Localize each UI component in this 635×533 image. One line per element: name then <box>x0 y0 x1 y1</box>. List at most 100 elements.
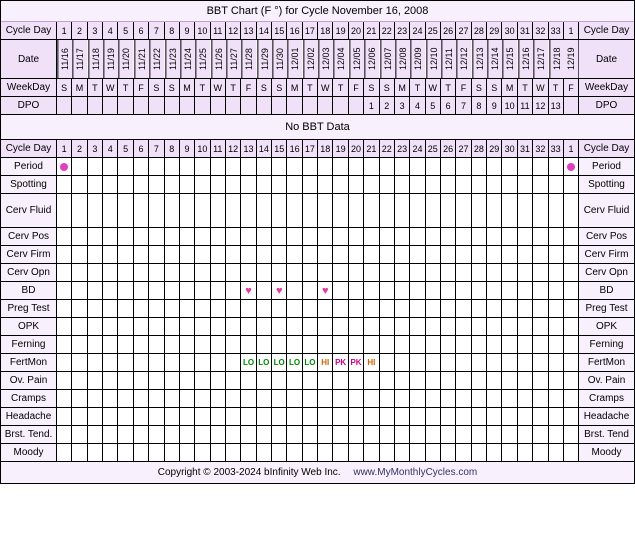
cell <box>487 158 502 175</box>
cell <box>241 336 256 353</box>
cell <box>88 282 103 299</box>
cell <box>226 264 241 281</box>
cell <box>118 318 133 335</box>
cell: S <box>165 79 180 96</box>
cell <box>57 318 72 335</box>
cell: 32 <box>533 22 548 39</box>
cell <box>564 246 578 263</box>
cell: 12/15 <box>502 40 517 78</box>
cell <box>410 300 425 317</box>
cell <box>564 300 578 317</box>
cell <box>333 318 348 335</box>
cell <box>211 318 226 335</box>
cell <box>88 426 103 443</box>
cell <box>226 318 241 335</box>
cell <box>272 228 287 245</box>
cell <box>441 336 456 353</box>
cycle-day-label: Cycle Day <box>578 140 634 157</box>
cell <box>549 264 564 281</box>
cell <box>456 194 471 227</box>
cell <box>241 372 256 389</box>
cell <box>395 372 410 389</box>
cell <box>180 372 195 389</box>
cell <box>518 426 533 443</box>
cell <box>380 372 395 389</box>
cell <box>103 390 118 407</box>
cell: 16 <box>287 140 302 157</box>
cell <box>226 300 241 317</box>
cell <box>72 194 87 227</box>
cell <box>287 228 302 245</box>
cell <box>180 300 195 317</box>
cell <box>410 246 425 263</box>
cell <box>134 300 149 317</box>
cell <box>226 336 241 353</box>
cell <box>257 408 272 425</box>
fertmon-value: LO <box>304 358 315 367</box>
cell <box>226 390 241 407</box>
cell <box>426 444 441 461</box>
cell <box>257 158 272 175</box>
cell: 7 <box>149 22 164 39</box>
cell <box>195 390 210 407</box>
cell <box>441 158 456 175</box>
cell: 21 <box>364 22 379 39</box>
cell <box>502 336 517 353</box>
cell <box>364 300 379 317</box>
cell <box>518 282 533 299</box>
cerv-firm-label: Cerv Firm <box>578 246 634 263</box>
cell <box>333 300 348 317</box>
cell <box>287 300 302 317</box>
cell: 4 <box>410 97 425 114</box>
cell: 8 <box>165 140 180 157</box>
site-link[interactable]: www.MyMonthlyCycles.com <box>353 467 477 478</box>
fertmon-value: LO <box>243 358 254 367</box>
cell: 12/04 <box>333 40 348 78</box>
cell <box>456 444 471 461</box>
cell <box>426 282 441 299</box>
cell <box>303 336 318 353</box>
cell <box>257 194 272 227</box>
cerv-pos-label: Cerv Pos <box>578 228 634 245</box>
cell <box>257 336 272 353</box>
cell <box>134 228 149 245</box>
cell <box>57 444 72 461</box>
cell: 16 <box>287 22 302 39</box>
cell <box>441 354 456 371</box>
cell: 2 <box>380 97 395 114</box>
cell <box>88 97 103 114</box>
cell: 6 <box>134 22 149 39</box>
cell <box>211 390 226 407</box>
cell <box>72 354 87 371</box>
cell <box>287 176 302 193</box>
cell: F <box>456 79 471 96</box>
cell <box>564 372 578 389</box>
cell <box>134 318 149 335</box>
cell <box>564 176 578 193</box>
cell <box>180 426 195 443</box>
cell: 11/20 <box>118 40 133 78</box>
cell <box>533 176 548 193</box>
cell <box>410 408 425 425</box>
cell <box>472 426 487 443</box>
cell <box>103 318 118 335</box>
cell: 32 <box>533 140 548 157</box>
cell <box>257 246 272 263</box>
cell <box>426 426 441 443</box>
cell <box>410 354 425 371</box>
cell: 1 <box>57 140 72 157</box>
cell: 17 <box>303 140 318 157</box>
cell <box>364 176 379 193</box>
cell <box>487 318 502 335</box>
cell: 12/08 <box>395 40 410 78</box>
cell: 22 <box>380 22 395 39</box>
cell: 12/05 <box>349 40 364 78</box>
cell <box>287 264 302 281</box>
cell <box>165 318 180 335</box>
cycle-day-label: Cycle Day <box>578 22 634 39</box>
cell: T <box>226 79 241 96</box>
cell <box>211 97 226 114</box>
cell <box>72 158 87 175</box>
cell <box>426 246 441 263</box>
cycle-day-row-2: Cycle Day 123456789101112131415161718192… <box>1 140 634 158</box>
